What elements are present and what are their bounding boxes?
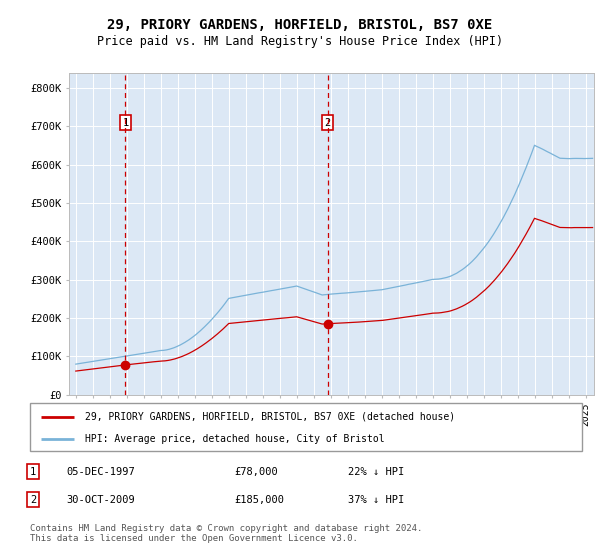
- Text: 05-DEC-1997: 05-DEC-1997: [66, 466, 135, 477]
- Text: 30-OCT-2009: 30-OCT-2009: [66, 494, 135, 505]
- Text: 1: 1: [30, 466, 36, 477]
- Text: HPI: Average price, detached house, City of Bristol: HPI: Average price, detached house, City…: [85, 434, 385, 444]
- Text: £78,000: £78,000: [234, 466, 278, 477]
- Text: 37% ↓ HPI: 37% ↓ HPI: [348, 494, 404, 505]
- Text: 29, PRIORY GARDENS, HORFIELD, BRISTOL, BS7 0XE (detached house): 29, PRIORY GARDENS, HORFIELD, BRISTOL, B…: [85, 412, 455, 422]
- Text: 2: 2: [325, 118, 331, 128]
- Text: Contains HM Land Registry data © Crown copyright and database right 2024.
This d: Contains HM Land Registry data © Crown c…: [30, 524, 422, 543]
- Text: £185,000: £185,000: [234, 494, 284, 505]
- Text: 2: 2: [30, 494, 36, 505]
- Text: 1: 1: [122, 118, 128, 128]
- Text: Price paid vs. HM Land Registry's House Price Index (HPI): Price paid vs. HM Land Registry's House …: [97, 35, 503, 49]
- Text: 22% ↓ HPI: 22% ↓ HPI: [348, 466, 404, 477]
- Text: 29, PRIORY GARDENS, HORFIELD, BRISTOL, BS7 0XE: 29, PRIORY GARDENS, HORFIELD, BRISTOL, B…: [107, 18, 493, 32]
